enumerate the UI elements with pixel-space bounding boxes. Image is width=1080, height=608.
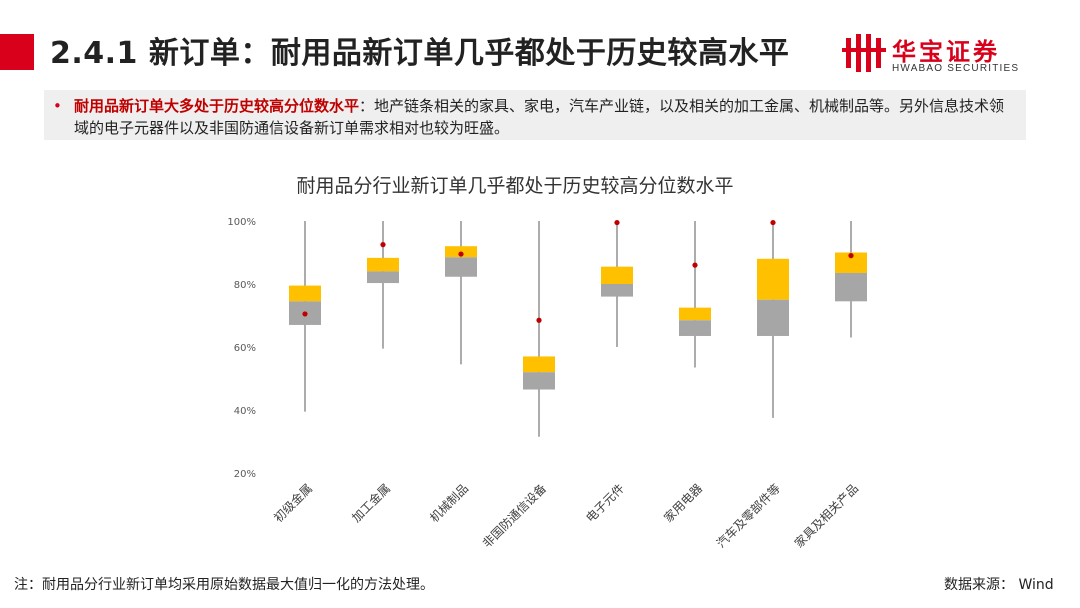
box-group [523, 221, 555, 437]
y-tick-label: 100% [227, 217, 256, 228]
x-tick-label: 家具及相关产品 [791, 481, 861, 551]
lower-box [367, 271, 399, 284]
summary-bullet: • 耐用品新订单大多处于历史较高分位数水平：地产链条相关的家具、家电，汽车产业链… [44, 90, 1026, 140]
box-group [835, 221, 867, 338]
company-logo: 华宝证券 HWABAO SECURITIES [842, 30, 1042, 78]
footnote: 注：耐用品分行业新订单均采用原始数据最大值归一化的方法处理。 [14, 577, 434, 593]
lower-box [835, 272, 867, 302]
x-tick-label: 加工金属 [349, 481, 394, 526]
y-tick-label: 60% [234, 343, 256, 354]
current-value-point [536, 317, 542, 323]
page-title: 2.4.1 新订单：耐用品新订单几乎都处于历史较高水平 [50, 36, 790, 71]
x-axis: 初级金属 加工金属 机械制品 非国防通信设备 电子元件 家用电器 汽车及零部件等 家具及相关产… [271, 481, 862, 551]
y-tick-label: 80% [234, 280, 256, 291]
lower-box [601, 284, 633, 297]
current-value-point [692, 262, 698, 268]
lower-box [757, 299, 789, 336]
x-tick-label: 初级金属 [271, 481, 316, 526]
bullet-dot-icon: • [53, 97, 62, 115]
x-tick-label: 汽车及零部件等 [713, 481, 783, 551]
upper-box [679, 307, 711, 321]
bullet-highlight: 耐用品新订单大多处于历史较高分位数水平 [74, 97, 360, 115]
lower-box [523, 372, 555, 390]
x-tick-label: 家用电器 [661, 481, 706, 526]
upper-box [523, 356, 555, 373]
current-value-point [380, 242, 386, 248]
boxplot-chart: 耐用品分行业新订单几乎都处于历史较高分位数水平 20% 40% 60% 80% 100%… [227, 175, 867, 551]
box-group [289, 221, 321, 412]
upper-box [835, 252, 867, 273]
box-series [289, 219, 867, 437]
current-value-point [302, 311, 308, 317]
logo-chinese-name: 华宝证券 [892, 38, 1000, 66]
lower-box [679, 320, 711, 336]
y-tick-label: 40% [234, 406, 256, 417]
current-value-point [614, 219, 620, 226]
logo-english-name: HWABAO SECURITIES [892, 63, 1020, 74]
upper-box [367, 257, 399, 272]
upper-box [601, 266, 633, 284]
x-tick-label: 非国防通信设备 [479, 481, 549, 551]
data-source: 数据来源： Wind [944, 577, 1054, 593]
box-group [757, 219, 789, 418]
title-accent-bar [0, 34, 34, 70]
upper-box [757, 258, 789, 300]
chart-title: 耐用品分行业新订单几乎都处于历史较高分位数水平 [296, 175, 733, 197]
y-axis: 20% 40% 60% 80% 100% [227, 217, 256, 480]
box-group [445, 221, 477, 365]
x-tick-label: 电子元件 [583, 481, 627, 525]
box-group [601, 219, 633, 347]
current-value-point [770, 219, 776, 226]
current-value-point [458, 251, 464, 257]
current-value-point [848, 253, 854, 259]
hwabao-logo-icon [842, 34, 886, 72]
x-tick-label: 机械制品 [427, 481, 472, 526]
upper-box [289, 285, 321, 302]
box-group [679, 221, 711, 368]
lower-box [445, 257, 477, 277]
y-tick-label: 20% [234, 469, 256, 480]
box-group [367, 221, 399, 349]
bullet-text: ：地产链条相关的家具、家电，汽车产业链，以及相关的加工金属、机械制品等。另外信息… [74, 97, 1005, 137]
